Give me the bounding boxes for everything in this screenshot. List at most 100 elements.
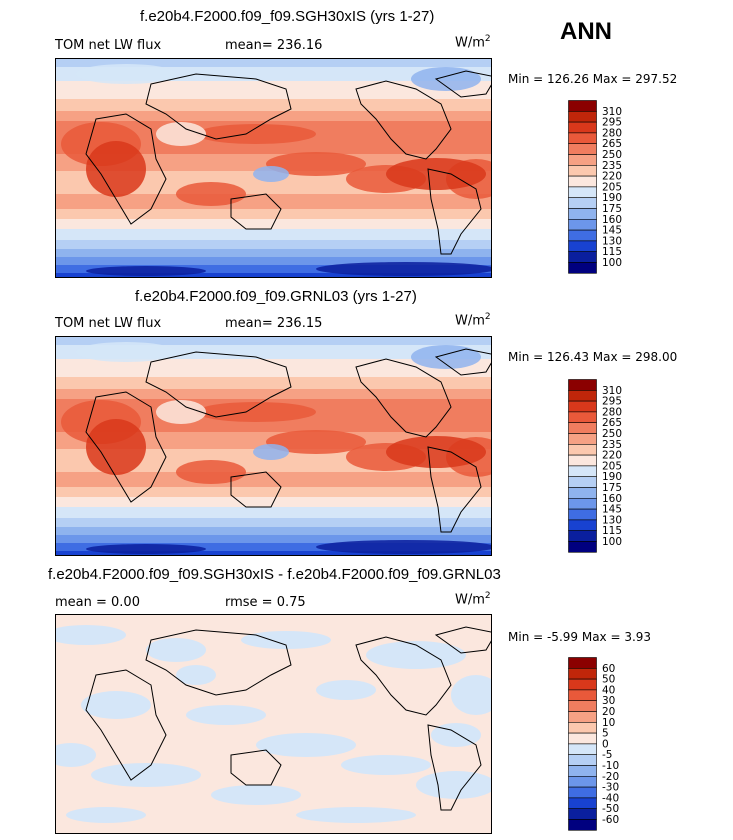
colorbar-level-label: 50	[602, 674, 615, 686]
colorbar-level-label: 190	[602, 471, 622, 483]
colorbar-level-label: 235	[602, 439, 622, 451]
coastline	[355, 80, 452, 160]
colorbar-swatch	[568, 657, 597, 669]
panel-3-title: f.e20b4.F2000.f09_f09.SGH30xIS - f.e20b4…	[48, 566, 501, 583]
coastline	[230, 193, 282, 230]
panel-1-title: f.e20b4.F2000.f09_f09.SGH30xIS (yrs 1-27…	[140, 8, 435, 25]
coastline	[85, 669, 167, 781]
coastline	[434, 348, 491, 376]
colorbar-level-label: -10	[602, 760, 619, 772]
colorbar-swatch	[568, 476, 597, 488]
colorbar-level-label: 130	[602, 235, 622, 247]
season-label: ANN	[560, 18, 612, 45]
coastline	[434, 626, 491, 654]
colorbar-level-label: 250	[602, 149, 622, 161]
panel-3-map	[55, 614, 492, 834]
coastline	[427, 168, 482, 255]
panel-3-units: W/m2	[455, 591, 491, 608]
coastline	[427, 724, 482, 811]
colorbar-level-label: 160	[602, 214, 622, 226]
colorbar-svg: 3102952802652502352202051901751601451301…	[568, 100, 622, 274]
colorbar-swatch	[568, 229, 597, 242]
colorbar-level-label: 265	[602, 417, 622, 429]
map-canvas	[56, 59, 491, 277]
colorbar-swatch	[568, 530, 597, 542]
colorbar-swatch	[568, 219, 597, 231]
colorbar-swatch	[568, 208, 597, 220]
panel-2-map	[55, 336, 492, 556]
colorbar-level-label: 145	[602, 504, 622, 516]
colorbar-swatch	[568, 251, 597, 263]
coastline	[434, 70, 491, 98]
colorbar-swatch	[568, 165, 597, 177]
colorbar-swatch	[568, 444, 597, 456]
colorbar-swatch	[568, 689, 597, 702]
panel-1-colorbar: 310 295 280 265 250 235 220 205 190 175 160 145 130 1…	[568, 100, 648, 275]
colorbar-level-label: 295	[602, 117, 622, 129]
coastline	[355, 358, 452, 438]
colorbar-swatch	[568, 498, 597, 510]
colorbar-swatch	[568, 700, 597, 712]
colorbar-swatch	[568, 121, 597, 134]
colorbar-swatch	[568, 722, 597, 734]
colorbar-swatch	[568, 433, 597, 445]
colorbar-swatch	[568, 422, 597, 434]
colorbar-swatch	[568, 776, 597, 788]
colorbar-level-label: 30	[602, 695, 615, 707]
colorbar-level-label: 115	[602, 246, 622, 258]
colorbar-level-label: 10	[602, 717, 615, 729]
colorbar-swatch	[568, 100, 597, 112]
colorbar-swatch	[568, 797, 597, 809]
colorbar-level-label: 60	[602, 663, 615, 675]
colorbar-swatch	[568, 175, 597, 188]
panel-2-colorbar: 310 295 280 265 250 235 220 205 190 175 160 145 130 1…	[568, 379, 648, 554]
colorbar-swatch	[568, 390, 597, 402]
colorbar-swatch	[568, 197, 597, 209]
panel-1-minmax: Min = 126.26 Max = 297.52	[508, 72, 678, 86]
colorbar-swatch	[568, 111, 597, 123]
colorbar-level-label: 40	[602, 684, 615, 696]
coastline	[85, 113, 167, 225]
coastline	[85, 391, 167, 503]
colorbar-swatch	[568, 262, 597, 274]
colorbar-level-label: 205	[602, 181, 622, 193]
colorbar-level-label: 280	[602, 127, 622, 139]
coastline	[145, 629, 292, 696]
colorbar-swatch	[568, 668, 597, 680]
panel-3-colorbar: 60 50 40 30 20 10 5 0 -5 -10 -20 -30 -40 -50 -60	[568, 657, 648, 832]
colorbar-level-label: 190	[602, 192, 622, 204]
panel-3-mean: mean = 0.00	[55, 595, 140, 610]
colorbar-swatch	[568, 400, 597, 413]
colorbar-swatch	[568, 754, 597, 766]
coastline	[145, 73, 292, 140]
colorbar-swatch	[568, 240, 597, 252]
colorbar-level-label: -20	[602, 771, 619, 783]
coastline	[230, 471, 282, 508]
colorbar-swatch	[568, 143, 597, 155]
coastline	[230, 749, 282, 786]
panel-2-mean: mean= 236.15	[225, 316, 323, 331]
colorbar-swatch	[568, 465, 597, 478]
colorbar-level-label: 130	[602, 514, 622, 526]
map-canvas	[56, 615, 491, 833]
panel-1-map	[55, 58, 492, 278]
colorbar-level-label: -60	[602, 814, 619, 826]
panel-1-variable: TOM net LW flux	[55, 38, 162, 53]
colorbar-swatch	[568, 454, 597, 467]
coastline	[427, 446, 482, 533]
colorbar-swatch	[568, 786, 597, 799]
colorbar-level-label: 20	[602, 706, 615, 718]
colorbar-level-label: 310	[602, 385, 622, 397]
panel-1-units: W/m2	[455, 34, 491, 51]
colorbar-level-label: 205	[602, 460, 622, 472]
colorbar-level-label: 220	[602, 171, 622, 183]
colorbar-swatch	[568, 808, 597, 820]
panel-3-minmax: Min = -5.99 Max = 3.93	[508, 630, 652, 644]
panel-3-rmse: rmse = 0.75	[225, 595, 306, 610]
colorbar-level-label: 265	[602, 138, 622, 150]
colorbar-swatch	[568, 132, 597, 145]
coastline	[355, 636, 452, 716]
colorbar-level-label: 250	[602, 428, 622, 440]
colorbar-swatch	[568, 711, 597, 723]
